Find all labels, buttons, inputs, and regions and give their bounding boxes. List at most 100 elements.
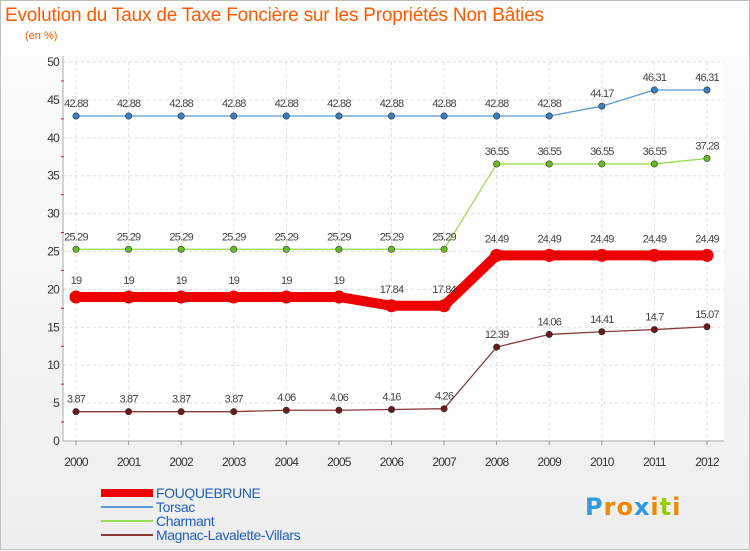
data-label: 36.55 <box>643 146 667 158</box>
data-label: 42.88 <box>64 98 88 110</box>
data-label: 42.88 <box>537 98 561 110</box>
data-point <box>595 248 609 262</box>
logo-letter: r <box>603 493 617 521</box>
legend-item: Torsac <box>101 499 401 515</box>
data-point <box>545 330 553 338</box>
data-label: 17.84 <box>380 284 404 296</box>
data-point <box>125 245 133 253</box>
data-label: 42.88 <box>169 98 193 110</box>
data-label: 17.84 <box>432 284 456 296</box>
data-label: 24.49 <box>537 233 561 245</box>
data-label: 25.29 <box>432 231 456 243</box>
data-point <box>700 248 714 262</box>
data-point <box>122 290 136 304</box>
data-label: 4.16 <box>382 391 401 403</box>
data-label: 14.7 <box>645 312 664 324</box>
legend-swatch <box>101 506 153 508</box>
y-tick-label: 5 <box>53 396 60 410</box>
data-label: 42.88 <box>275 98 299 110</box>
logo-letter: i <box>650 493 660 521</box>
data-label: 42.88 <box>432 98 456 110</box>
data-label: 42.88 <box>327 98 351 110</box>
data-label: 36.55 <box>485 146 509 158</box>
y-tick-label: 20 <box>47 282 60 296</box>
data-point <box>387 245 395 253</box>
data-point <box>279 290 293 304</box>
data-point <box>177 408 185 416</box>
data-point <box>440 245 448 253</box>
y-tick-label: 0 <box>53 434 60 448</box>
data-point <box>387 112 395 120</box>
data-point <box>440 112 448 120</box>
data-label: 12.39 <box>485 329 509 341</box>
legend-swatch <box>101 520 153 522</box>
x-tick-label: 2004 <box>275 455 300 469</box>
data-label: 24.49 <box>695 233 719 245</box>
data-point <box>493 112 501 120</box>
data-point <box>282 112 290 120</box>
legend-label: Charmant <box>156 513 215 529</box>
data-point <box>598 102 606 110</box>
data-point <box>493 343 501 351</box>
proxiti-logo[interactable]: Proxiti <box>585 493 681 521</box>
data-label: 19 <box>281 275 292 287</box>
data-point <box>387 405 395 413</box>
data-point <box>335 245 343 253</box>
data-point <box>437 299 451 313</box>
data-point <box>72 408 80 416</box>
y-tick-label: 45 <box>47 93 60 107</box>
data-label: 19 <box>71 275 82 287</box>
data-label: 42.88 <box>222 98 246 110</box>
data-label: 14.06 <box>537 316 561 328</box>
chart-title: Evolution du Taux de Taxe Foncière sur l… <box>5 5 544 26</box>
logo-letter: x <box>633 493 651 521</box>
data-point <box>703 154 711 162</box>
logo-letter: P <box>585 493 604 521</box>
legend-swatch <box>101 534 153 536</box>
data-point <box>385 299 398 313</box>
legend-label: Magnac-Lavalette-Villars <box>156 527 301 543</box>
data-label: 46.31 <box>643 72 667 84</box>
data-label: 19 <box>123 275 134 287</box>
data-label: 3.87 <box>172 394 191 406</box>
data-label: 25.29 <box>275 231 299 243</box>
legend-label: Torsac <box>156 499 195 515</box>
data-point <box>227 290 241 304</box>
data-point <box>647 248 661 262</box>
data-label: 36.55 <box>537 146 561 158</box>
data-label: 4.06 <box>330 392 349 404</box>
data-point <box>542 248 556 262</box>
x-tick-label: 2000 <box>64 455 89 469</box>
y-tick-label: 30 <box>47 207 60 221</box>
logo-letter: t <box>659 493 673 521</box>
x-tick-label: 2009 <box>538 455 563 469</box>
y-tick-label: 25 <box>47 245 60 259</box>
unit-label: (en %) <box>25 30 58 42</box>
x-tick-label: 2001 <box>117 455 142 469</box>
data-label: 14.41 <box>590 314 614 326</box>
data-label: 19 <box>334 275 345 287</box>
data-label: 3.87 <box>225 394 244 406</box>
data-point <box>177 112 185 120</box>
data-label: 25.29 <box>169 231 193 243</box>
data-label: 25.29 <box>327 231 351 243</box>
data-label: 24.49 <box>485 233 509 245</box>
legend-item: Magnac-Lavalette-Villars <box>101 527 401 543</box>
data-label: 36.55 <box>590 146 614 158</box>
data-label: 24.49 <box>590 233 614 245</box>
data-point <box>703 323 711 331</box>
data-point <box>69 290 83 304</box>
x-tick-label: 2006 <box>380 455 405 469</box>
data-point <box>177 245 185 253</box>
y-tick-label: 15 <box>47 320 60 334</box>
logo-letter: i <box>672 493 682 521</box>
data-point <box>440 405 448 413</box>
data-point <box>650 160 658 168</box>
data-label: 19 <box>176 275 187 287</box>
data-label: 24.49 <box>643 233 667 245</box>
data-point <box>650 326 658 334</box>
legend-label: FOUQUEBRUNE <box>156 485 261 501</box>
y-tick-label: 35 <box>47 169 60 183</box>
